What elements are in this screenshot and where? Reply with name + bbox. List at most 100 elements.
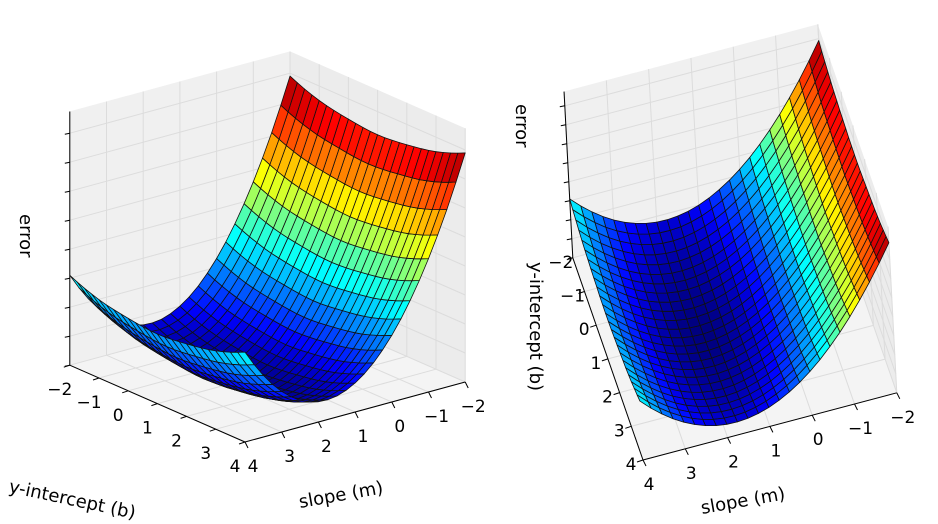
surface-facet: [237, 351, 255, 366]
slope-tick-label: −1: [424, 407, 449, 427]
error-tick: [566, 238, 572, 241]
slope-tick: [684, 448, 689, 456]
slope-tick-label: 2: [321, 437, 332, 457]
slope-tick: [464, 381, 469, 389]
error-tick: [567, 257, 573, 260]
intercept-tick-label: 0: [113, 406, 124, 426]
error-tick: [64, 364, 70, 367]
surface-facet: [280, 75, 298, 113]
intercept-tick-label: 4: [230, 457, 241, 477]
error-tick: [64, 306, 70, 309]
intercept-tick: [209, 428, 216, 432]
slope-tick: [281, 431, 286, 439]
grid-line: [648, 69, 658, 236]
intercept-tick: [625, 425, 632, 429]
error-tick: [559, 105, 565, 108]
slope-tick: [428, 391, 432, 399]
grid-line: [564, 38, 819, 107]
slope-tick-label: 4: [248, 457, 259, 477]
intercept-tick-label: 3: [200, 444, 211, 464]
slope-tick-label: 3: [686, 464, 697, 484]
grid-line: [565, 57, 820, 126]
intercept-tick-label: 0: [579, 320, 590, 340]
error-tick: [64, 335, 70, 338]
grid-line: [566, 76, 821, 145]
intercept-tick: [636, 459, 644, 463]
slope-tick-label: 0: [394, 417, 405, 437]
error-tick: [560, 124, 566, 127]
error-tick: [64, 132, 70, 135]
intercept-tick-label: −2: [47, 380, 72, 400]
grid-line: [567, 95, 822, 164]
surface-facet: [636, 394, 652, 409]
slope-tick: [727, 437, 732, 444]
slope-tick-label: 1: [358, 427, 369, 447]
grid-line: [690, 57, 701, 225]
intercept-tick-label: 2: [171, 431, 182, 451]
grid-line: [69, 72, 291, 134]
surface-facet: [876, 236, 890, 264]
grid-line: [605, 80, 616, 247]
intercept-tick: [180, 415, 187, 419]
slope-tick: [896, 392, 901, 400]
grid-line: [818, 38, 890, 241]
slope-tick-label: 4: [644, 475, 655, 495]
x-axis-label: slope (m): [297, 477, 385, 512]
error-tick: [562, 162, 568, 165]
slope-tick-label: 3: [284, 447, 295, 467]
slope-tick: [317, 421, 322, 429]
surface-facet: [569, 198, 585, 218]
intercept-tick: [151, 403, 158, 407]
intercept-tick-label: 3: [614, 421, 625, 441]
error-tick: [563, 181, 569, 184]
grid-line: [887, 226, 898, 393]
intercept-tick-label: −2: [548, 253, 573, 273]
intercept-tick: [590, 324, 597, 328]
slope-tick-label: −2: [461, 397, 486, 417]
intercept-tick: [613, 392, 620, 396]
error-tick: [64, 277, 70, 280]
slope-tick-labels: −2 −1 0 1 2 3 4: [644, 408, 916, 495]
z-axis-label: error: [15, 214, 36, 258]
error-axis-line: [563, 91, 574, 258]
slope-tick: [244, 441, 249, 449]
slope-tick: [354, 411, 359, 419]
grid-line: [69, 159, 291, 221]
slope-tick-label: 0: [813, 430, 824, 450]
intercept-tick: [92, 377, 100, 381]
slope-tick-label: −1: [848, 419, 873, 439]
slope-tick: [811, 414, 816, 422]
slope-tick: [642, 459, 647, 467]
slope-tick: [854, 403, 858, 411]
intercept-tick: [122, 390, 129, 394]
intercept-tick-label: −1: [560, 287, 585, 307]
x-axis-label: slope (m): [699, 483, 787, 518]
z-axis-label: error: [511, 104, 532, 148]
slope-tick: [391, 401, 396, 409]
intercept-tick: [238, 441, 246, 445]
axis-lines: [63, 111, 469, 449]
intercept-tick: [601, 358, 609, 362]
slope-tick-label: 2: [728, 453, 739, 473]
intercept-tick-label: 1: [142, 419, 153, 439]
y-axis-label: y-intercept (b): [525, 262, 546, 391]
slope-tick-label: −2: [890, 408, 915, 428]
intercept-tick-label: −1: [76, 393, 101, 413]
surface: [69, 75, 466, 403]
error-tick: [64, 161, 70, 164]
y-axis-label: y-intercept (b): [7, 476, 138, 523]
intercept-tick: [578, 291, 585, 294]
slope-tick-labels: −2 −1 0 1 2 3 4: [248, 397, 486, 477]
error-tick: [64, 248, 70, 251]
axis-lines: [559, 91, 901, 467]
slope-tick: [769, 426, 774, 433]
grid-line: [289, 72, 466, 151]
error-tick: [64, 219, 70, 222]
surface: [569, 40, 890, 427]
intercept-tick-label: 2: [602, 388, 613, 408]
